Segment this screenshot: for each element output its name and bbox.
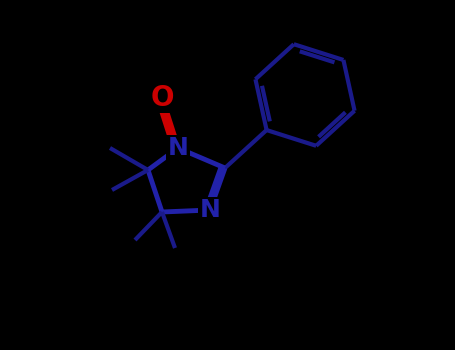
Text: O: O	[150, 84, 174, 112]
Text: N: N	[167, 136, 188, 160]
Text: N: N	[200, 198, 220, 222]
